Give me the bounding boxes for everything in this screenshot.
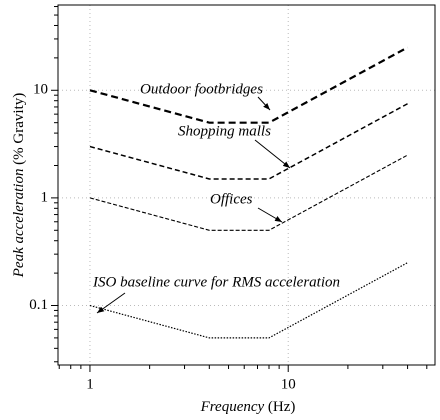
x-label-unit: (Hz): [268, 399, 295, 415]
y-label-unit: (% Gravity): [11, 93, 27, 165]
annotation-arrow: [257, 96, 271, 111]
annotation-arrow: [257, 207, 283, 223]
y-tick-label: 1: [41, 189, 49, 205]
y-axis-label: Peak acceleration (% Gravity): [11, 93, 27, 279]
x-tick-label: 1: [86, 376, 94, 392]
series-line: [89, 103, 408, 180]
x-axis-label: Frequency (Hz): [200, 399, 296, 415]
y-label-text: Peak acceleration: [11, 169, 27, 279]
annotation: Shopping malls: [178, 123, 271, 139]
series-line: [89, 262, 408, 339]
y-tick-label: 0.1: [29, 297, 48, 313]
annotation: ISO baseline curve for RMS acceleration: [92, 274, 340, 290]
x-label-text: Frequency: [200, 399, 265, 415]
y-tick-label: 10: [33, 82, 48, 98]
plot-frame: [57, 4, 436, 366]
series-line: [89, 154, 408, 231]
annotation-arrow: [96, 292, 126, 314]
annotation-arrow: [254, 139, 291, 169]
x-tick-label: 10: [281, 376, 296, 392]
annotation: Outdoor footbridges: [140, 81, 263, 97]
annotation: Offices: [210, 191, 253, 207]
series-line: [89, 46, 409, 124]
